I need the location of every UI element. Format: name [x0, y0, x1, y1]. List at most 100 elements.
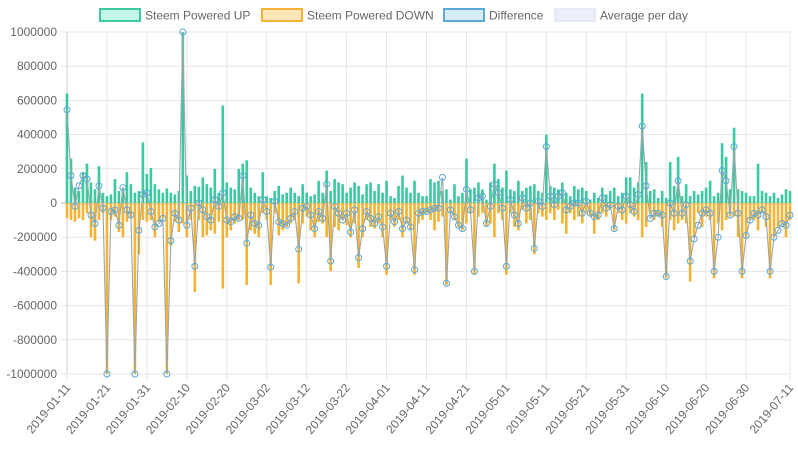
bar-steem-powered-up	[537, 191, 540, 203]
bar-steem-powered-down	[481, 203, 484, 214]
difference-point	[574, 199, 582, 207]
bar-steem-powered-up	[640, 93, 644, 203]
bar-steem-powered-up	[161, 192, 165, 203]
difference-point	[279, 220, 287, 228]
bar-steem-powered-down	[401, 203, 404, 238]
bar-steem-powered-up	[341, 184, 344, 203]
bar-steem-powered-up	[141, 142, 145, 203]
bar-steem-powered-down	[269, 203, 273, 286]
difference-point	[558, 189, 566, 197]
difference-point	[347, 228, 355, 236]
bar-steem-powered-up	[529, 185, 532, 203]
difference-point	[379, 223, 387, 231]
bar-steem-powered-up	[465, 158, 468, 203]
difference-point	[327, 257, 335, 265]
difference-point	[586, 209, 594, 217]
difference-point	[670, 209, 678, 217]
difference-point	[159, 214, 167, 222]
bar-steem-powered-up	[249, 187, 253, 203]
bar-steem-powered-down	[493, 203, 496, 238]
difference-point	[95, 182, 103, 190]
difference-point	[195, 199, 203, 207]
line-layer	[63, 28, 794, 378]
bar-steem-powered-down	[572, 203, 576, 221]
bar-steem-powered-down	[229, 203, 233, 231]
difference-point	[103, 370, 111, 378]
bar-steem-powered-down	[640, 203, 644, 238]
difference-point	[742, 231, 750, 239]
bar-steem-powered-up	[716, 192, 720, 203]
bar-steem-powered-down	[325, 203, 328, 238]
bar-steem-powered-down	[525, 203, 528, 224]
bar-steem-powered-up	[760, 191, 764, 203]
bar-steem-powered-up	[489, 182, 492, 203]
bar-steem-powered-down	[105, 203, 109, 374]
bar-steem-powered-down	[289, 203, 292, 224]
difference-point	[415, 209, 423, 217]
bar-steem-powered-down	[393, 203, 396, 227]
legend-label-steem-powered-down: Steem Powered DOWN	[307, 9, 434, 23]
bar-steem-powered-up	[389, 196, 392, 203]
bar-steem-powered-up	[712, 196, 716, 203]
bar-steem-powered-down	[333, 203, 336, 227]
y-tick-label: -1000000	[6, 367, 57, 381]
bar-steem-powered-up	[457, 196, 460, 203]
bar-steem-powered-down	[620, 203, 624, 221]
bar-steem-powered-up	[469, 189, 472, 203]
difference-point	[758, 206, 766, 214]
difference-point	[87, 211, 95, 219]
bar-steem-powered-up	[413, 180, 416, 203]
difference-point	[514, 220, 522, 228]
difference-point	[486, 202, 494, 210]
bar-steem-powered-down	[569, 203, 572, 214]
bar-steem-powered-up	[768, 196, 772, 203]
bar-steem-powered-up	[676, 156, 680, 203]
bar-steem-powered-up	[425, 196, 428, 203]
difference-point	[235, 214, 243, 222]
bar-steem-powered-up	[165, 188, 169, 203]
difference-point	[75, 182, 83, 190]
bar-steem-powered-down	[652, 203, 656, 221]
y-tick-label: 800000	[17, 59, 57, 73]
bar-steem-powered-down	[409, 203, 412, 231]
bar-steem-powered-up	[664, 197, 668, 203]
bar-steem-powered-down	[696, 203, 700, 214]
difference-point	[99, 204, 107, 212]
x-tick-label: 2019-07-11	[747, 381, 797, 437]
bar-steem-powered-down	[604, 203, 608, 217]
bar-steem-powered-up	[253, 192, 257, 203]
difference-point	[462, 185, 470, 193]
bar-steem-powered-up	[233, 189, 237, 203]
bar-steem-powered-down	[600, 203, 604, 214]
difference-point	[478, 192, 486, 200]
difference-point	[482, 220, 490, 228]
difference-point	[526, 199, 534, 207]
bar-steem-powered-down	[221, 203, 225, 289]
difference-point	[107, 208, 115, 216]
bar-steem-powered-down	[89, 203, 93, 238]
bar-steem-powered-up	[660, 191, 664, 203]
difference-point	[167, 237, 175, 245]
difference-point	[223, 216, 231, 224]
difference-point	[686, 257, 694, 265]
difference-point	[570, 199, 578, 207]
difference-point	[203, 213, 211, 221]
difference-point	[371, 220, 379, 228]
difference-point	[295, 245, 303, 253]
difference-point	[63, 106, 71, 114]
bar-steem-powered-down	[321, 203, 324, 224]
difference-point	[343, 209, 351, 217]
bar-steem-powered-up	[772, 192, 776, 203]
bar-steem-powered-up	[461, 192, 464, 203]
bar-steem-powered-down	[237, 203, 241, 221]
bar-steem-powered-up	[684, 184, 688, 203]
difference-point	[706, 209, 714, 217]
bar-steem-powered-up	[608, 191, 612, 203]
difference-point	[259, 196, 267, 204]
bar-steem-powered-down	[329, 203, 332, 272]
bar-steem-powered-down	[465, 203, 468, 224]
difference-point	[67, 172, 75, 180]
bar-steem-powered-up	[157, 189, 161, 203]
difference-point	[179, 28, 187, 36]
bar-steem-powered-up	[305, 192, 308, 203]
